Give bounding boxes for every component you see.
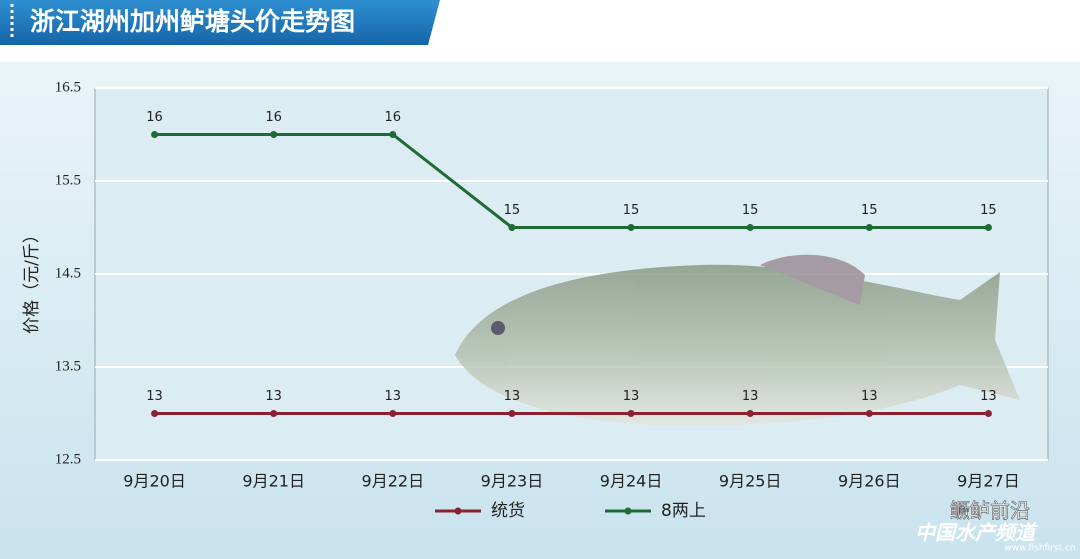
point xyxy=(746,410,754,417)
data-label: 16 xyxy=(146,110,163,125)
data-label: 13 xyxy=(861,389,878,404)
watermark: 鳜鲈前沿 xyxy=(950,499,1030,523)
point xyxy=(508,410,516,417)
point xyxy=(389,131,397,138)
data-label: 13 xyxy=(623,389,640,404)
legend-marker xyxy=(454,507,462,515)
point xyxy=(508,224,516,231)
point xyxy=(746,224,754,231)
data-label: 15 xyxy=(504,203,521,218)
series-line xyxy=(154,133,989,229)
title-box xyxy=(0,0,440,45)
x-tick-label: 9月24日 xyxy=(600,472,663,491)
watermark: www.fishfirst.cn xyxy=(1004,544,1075,554)
point xyxy=(984,410,992,417)
legend-label: 8两上 xyxy=(661,501,706,521)
point xyxy=(865,410,873,417)
y-axis-label: 价格（元/斤） xyxy=(22,226,42,334)
x-tick-label: 9月25日 xyxy=(719,472,782,491)
legend-label: 统货 xyxy=(491,501,525,521)
y-tick-label: 12.5 xyxy=(55,451,81,467)
x-tick-label: 9月27日 xyxy=(957,472,1020,491)
x-tick-label: 9月21日 xyxy=(242,472,305,491)
data-label: 13 xyxy=(146,389,163,404)
y-tick-label: 14.5 xyxy=(55,265,81,281)
data-label: 16 xyxy=(385,110,402,125)
x-tick-label: 9月23日 xyxy=(481,472,544,491)
x-tick-label: 9月26日 xyxy=(838,472,901,491)
data-label: 13 xyxy=(980,389,997,404)
data-label: 13 xyxy=(385,389,402,404)
point xyxy=(389,410,397,417)
fish-illustration xyxy=(455,254,1020,426)
chart-title: 浙江湖州加州鲈塘头价走势图 xyxy=(30,7,355,36)
point xyxy=(984,224,992,231)
data-label: 15 xyxy=(980,203,997,218)
point xyxy=(151,410,159,417)
watermark: 中国水产频道 xyxy=(915,521,1038,545)
y-tick-label: 13.5 xyxy=(55,358,81,374)
data-label: 13 xyxy=(265,389,282,404)
point xyxy=(151,131,159,138)
y-tick-label: 15.5 xyxy=(55,172,81,188)
point xyxy=(270,131,278,138)
data-label: 16 xyxy=(265,110,282,125)
data-label: 15 xyxy=(742,203,759,218)
point xyxy=(627,410,635,417)
point xyxy=(627,224,635,231)
data-label: 13 xyxy=(504,389,521,404)
point xyxy=(865,224,873,231)
data-label: 13 xyxy=(742,389,759,404)
y-tick-label: 16.5 xyxy=(55,79,81,95)
point xyxy=(270,410,278,417)
data-label: 15 xyxy=(623,203,640,218)
x-tick-label: 9月20日 xyxy=(123,472,186,491)
x-tick-label: 9月22日 xyxy=(362,472,425,491)
legend-marker xyxy=(624,507,632,515)
data-label: 15 xyxy=(861,203,878,218)
